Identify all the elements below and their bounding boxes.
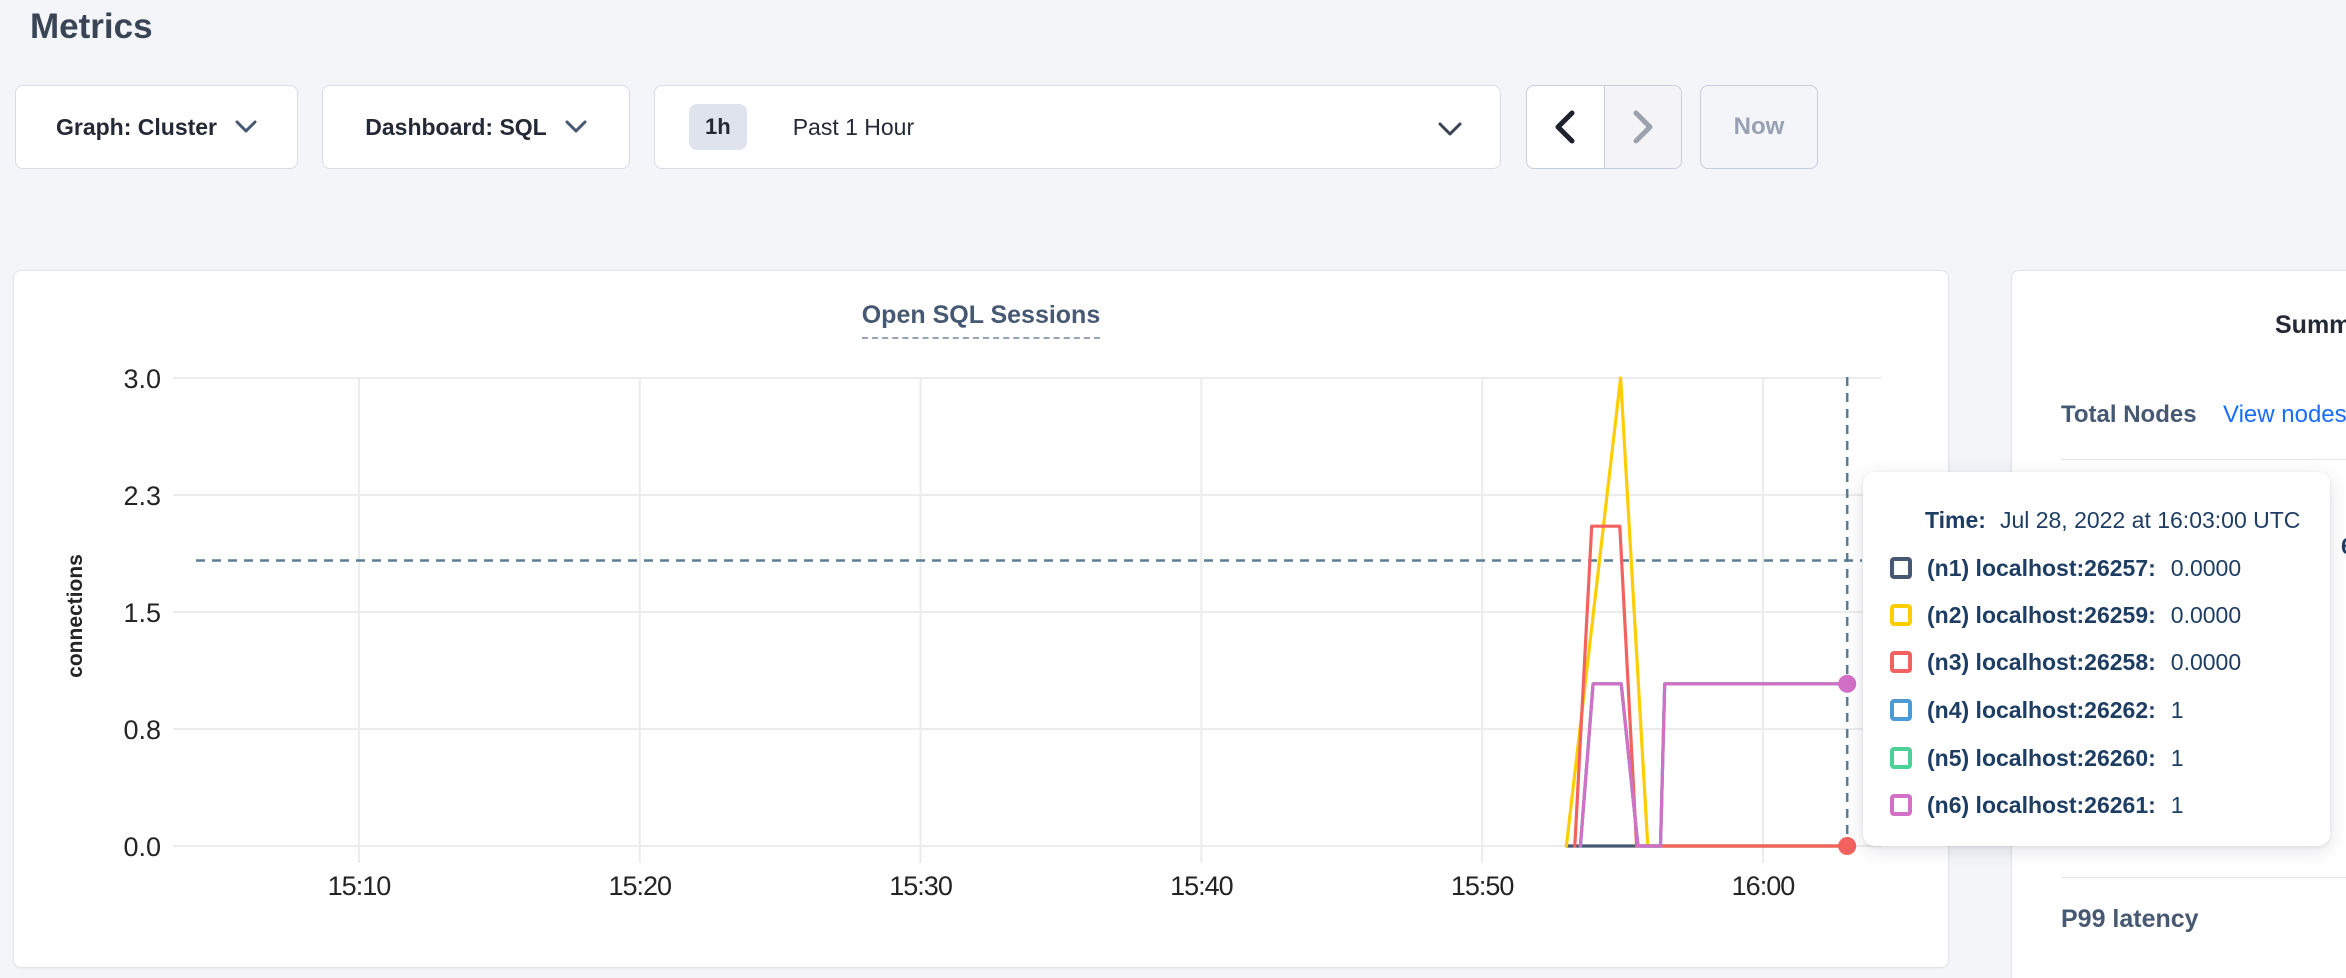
- total-nodes-value: 6: [2341, 533, 2346, 560]
- time-range-dropdown[interactable]: 1h Past 1 Hour: [654, 85, 1501, 169]
- view-nodes-link[interactable]: View nodes: [2223, 401, 2346, 428]
- now-button[interactable]: Now: [1700, 85, 1818, 169]
- tooltip-time-label: Time:: [1925, 506, 1986, 533]
- graph-dropdown[interactable]: Graph: Cluster: [15, 85, 298, 169]
- tooltip-series-row: (n1) localhost:26257: 0.0000: [1890, 551, 2241, 585]
- chevron-right-icon: [1633, 110, 1653, 144]
- x-tick-label: 15:20: [608, 871, 671, 901]
- time-range-badge: 1h: [689, 104, 747, 150]
- tooltip-series-label: (n2) localhost:26259:: [1927, 601, 2156, 628]
- series-line-n6: [1578, 682, 1849, 848]
- tooltip-series-row: (n3) localhost:26258: 0.0000: [1890, 645, 2241, 679]
- page-title: Metrics: [30, 7, 153, 46]
- chart-title[interactable]: Open SQL Sessions: [861, 301, 1101, 339]
- tooltip-series-label: (n1) localhost:26257:: [1927, 554, 2156, 581]
- series-swatch-icon: [1890, 557, 1912, 579]
- series-line-n5: [1578, 682, 1849, 848]
- tooltip-series-row: (n2) localhost:26259: 0.0000: [1890, 598, 2241, 632]
- series-swatch-icon: [1890, 651, 1912, 673]
- series-swatch-icon: [1890, 794, 1912, 816]
- open-sql-sessions-panel: Open SQL Sessions 0.0 0.8 1.5 2.3 3.0 15:10 15…: [13, 270, 1949, 968]
- tooltip-series-value: 0.0000: [2170, 554, 2242, 581]
- series-swatch-icon: [1890, 699, 1912, 721]
- x-tick-label: 16:00: [1732, 871, 1795, 901]
- tooltip-series-label: (n4) localhost:26262:: [1927, 696, 2156, 723]
- tooltip-series-value: 0.0000: [2170, 601, 2242, 628]
- tooltip-time-value: Jul 28, 2022 at 16:03:00 UTC: [1999, 506, 2301, 533]
- y-tick-label: 3.0: [123, 364, 161, 394]
- series-swatch-icon: [1890, 747, 1912, 769]
- tooltip-series-row: (n4) localhost:26262: 1: [1890, 693, 2184, 727]
- time-step-forward-button[interactable]: [1603, 86, 1681, 168]
- tooltip-series-label: (n5) localhost:26260:: [1927, 744, 2156, 771]
- now-button-label: Now: [1733, 113, 1785, 140]
- graph-dropdown-label: Graph: Cluster: [55, 113, 218, 140]
- y-axis-label: connections: [64, 554, 87, 678]
- hover-point-dot: [1838, 674, 1857, 693]
- x-tick-label: 15:10: [328, 871, 391, 901]
- total-nodes-label: Total Nodes: [2061, 401, 2197, 428]
- series-swatch-icon: [1890, 604, 1912, 626]
- tooltip-series-value: 1: [2170, 744, 2184, 771]
- tooltip-series-label: (n3) localhost:26258:: [1927, 648, 2156, 675]
- dashboard-dropdown[interactable]: Dashboard: SQL: [322, 85, 630, 169]
- chevron-down-icon: [1438, 122, 1462, 136]
- tooltip-series-value: 0.0000: [2170, 648, 2242, 675]
- open-sql-sessions-chart[interactable]: 0.0 0.8 1.5 2.3 3.0 15:10 15:20 15:30 15:40 15:50…: [14, 271, 1950, 969]
- chevron-down-icon: [235, 120, 257, 133]
- series-line-n3: [1573, 524, 1849, 848]
- divider: [2061, 459, 2346, 460]
- series-line-n4: [1578, 682, 1849, 848]
- sidebar-heading: Summary: [2275, 311, 2346, 339]
- tooltip-series-value: 1: [2170, 791, 2184, 818]
- chevron-left-icon: [1555, 110, 1575, 144]
- p99-latency-label: P99 latency: [2061, 905, 2199, 933]
- y-tick-label: 2.3: [123, 481, 161, 511]
- tooltip-time-row: Time: Jul 28, 2022 at 16:03:00 UTC: [1925, 503, 2300, 537]
- y-tick-label: 0.8: [123, 715, 161, 745]
- x-tick-label: 15:50: [1451, 871, 1514, 901]
- y-tick-label: 1.5: [123, 598, 161, 628]
- tooltip-series-value: 1: [2170, 696, 2184, 723]
- hover-point-dot: [1838, 837, 1857, 855]
- dashboard-dropdown-label: Dashboard: SQL: [365, 113, 547, 140]
- divider: [2061, 877, 2346, 878]
- y-tick-label: 0.0: [123, 832, 161, 862]
- chart-hover-tooltip: Time: Jul 28, 2022 at 16:03:00 UTC (n1) …: [1863, 472, 2330, 846]
- time-step-group: [1526, 85, 1682, 169]
- x-tick-label: 15:30: [889, 871, 952, 901]
- chart-title-wrap: Open SQL Sessions: [14, 301, 1948, 339]
- tooltip-series-label: (n6) localhost:26261:: [1927, 791, 2156, 818]
- time-step-back-button[interactable]: [1527, 86, 1604, 168]
- x-tick-label: 15:40: [1170, 871, 1233, 901]
- tooltip-series-row: (n5) localhost:26260: 1: [1890, 741, 2184, 775]
- chevron-down-icon: [565, 120, 587, 133]
- tooltip-series-row: (n6) localhost:26261: 1: [1890, 788, 2184, 822]
- time-range-label: Past 1 Hour: [792, 113, 915, 140]
